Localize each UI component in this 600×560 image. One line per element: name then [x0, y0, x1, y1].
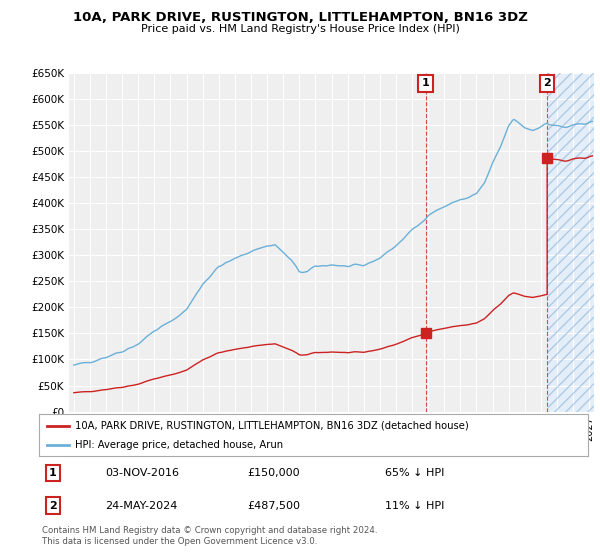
Text: 10A, PARK DRIVE, RUSTINGTON, LITTLEHAMPTON, BN16 3DZ: 10A, PARK DRIVE, RUSTINGTON, LITTLEHAMPT… — [73, 11, 527, 24]
Text: 2: 2 — [49, 501, 56, 511]
Text: HPI: Average price, detached house, Arun: HPI: Average price, detached house, Arun — [74, 440, 283, 450]
Text: £150,000: £150,000 — [248, 468, 300, 478]
Text: Price paid vs. HM Land Registry's House Price Index (HPI): Price paid vs. HM Land Registry's House … — [140, 24, 460, 34]
Text: 24-MAY-2024: 24-MAY-2024 — [105, 501, 177, 511]
Text: 2: 2 — [543, 78, 551, 88]
Text: Contains HM Land Registry data © Crown copyright and database right 2024.
This d: Contains HM Land Registry data © Crown c… — [42, 526, 377, 546]
Text: £487,500: £487,500 — [248, 501, 301, 511]
Text: 10A, PARK DRIVE, RUSTINGTON, LITTLEHAMPTON, BN16 3DZ (detached house): 10A, PARK DRIVE, RUSTINGTON, LITTLEHAMPT… — [74, 421, 469, 431]
Bar — [548, 73, 594, 412]
Text: 1: 1 — [422, 78, 430, 88]
Text: 1: 1 — [49, 468, 56, 478]
Text: 03-NOV-2016: 03-NOV-2016 — [105, 468, 179, 478]
Text: 65% ↓ HPI: 65% ↓ HPI — [385, 468, 444, 478]
Text: 11% ↓ HPI: 11% ↓ HPI — [385, 501, 444, 511]
